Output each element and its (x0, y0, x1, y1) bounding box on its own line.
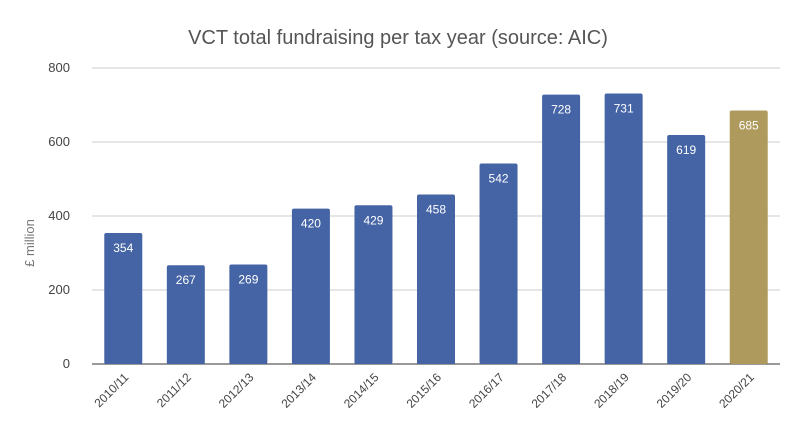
bar-2020-21 (729, 110, 768, 364)
y-tick-label: 800 (48, 60, 70, 75)
bar-2012-13 (229, 264, 268, 364)
bar-2016-17 (479, 163, 518, 364)
x-tick-label: 2017/18 (529, 370, 570, 411)
x-tick-label: 2013/14 (278, 370, 319, 411)
data-label: 267 (176, 273, 196, 287)
y-axis-ticks: 0 200 400 600 800 (48, 60, 70, 371)
x-tick-label: 2015/16 (404, 370, 445, 411)
x-tick-label: 2010/11 (91, 370, 131, 410)
data-label: 458 (426, 203, 446, 217)
data-label: 420 (301, 217, 321, 231)
data-label: 619 (676, 143, 696, 157)
x-tick-label: 2018/19 (591, 370, 632, 411)
bar-2017-18 (542, 94, 581, 364)
data-labels: 354 267 269 420 429 458 542 728 731 619 685 (113, 102, 759, 288)
bar-2010-11 (104, 233, 143, 364)
data-label: 685 (739, 119, 759, 133)
y-axis-label: £ million (22, 219, 37, 267)
bar-2011-12 (166, 265, 205, 364)
bar-2019-20 (667, 134, 706, 364)
chart-title: VCT total fundraising per tax year (sour… (188, 27, 608, 49)
data-label: 728 (551, 103, 571, 117)
x-tick-label: 2020/21 (716, 370, 757, 411)
y-tick-label: 600 (48, 134, 70, 149)
x-tick-label: 2011/12 (154, 370, 194, 410)
data-label: 269 (238, 272, 258, 286)
data-label: 354 (113, 241, 133, 255)
bar-2018-19 (604, 93, 643, 364)
data-label: 731 (614, 102, 634, 116)
data-label: 542 (489, 171, 509, 185)
y-tick-label: 200 (48, 282, 70, 297)
x-axis-ticks: 2010/11 2011/12 2012/13 2013/14 2014/15 2015/… (91, 370, 757, 411)
x-tick-label: 2012/13 (216, 370, 257, 411)
bar-2013-14 (291, 208, 330, 364)
bars (104, 93, 768, 364)
bar-2014-15 (354, 205, 393, 364)
x-tick-label: 2019/20 (654, 370, 695, 411)
y-tick-label: 400 (48, 208, 70, 223)
data-label: 429 (363, 213, 383, 227)
x-tick-label: 2016/17 (466, 370, 507, 411)
x-tick-label: 2014/15 (341, 370, 382, 411)
y-tick-label: 0 (63, 356, 70, 371)
bar-2015-16 (417, 194, 455, 364)
